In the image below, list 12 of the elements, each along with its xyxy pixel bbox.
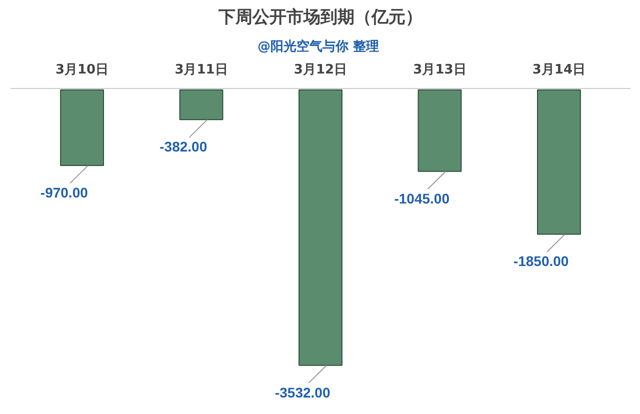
x-tick-label: 3月14日 <box>532 62 586 78</box>
x-tick-label: 3月10日 <box>55 62 109 78</box>
data-label: -382.00 <box>160 138 208 155</box>
x-tick-label: 3月11日 <box>174 62 228 78</box>
x-tick-label: 3月12日 <box>294 62 348 78</box>
chart-subtitle: @阳光空气与你 整理 <box>257 38 380 54</box>
data-label: -1850.00 <box>513 253 569 270</box>
data-label: -970.00 <box>40 184 88 201</box>
x-tick-label: 3月13日 <box>413 62 466 78</box>
chart-title: 下周公开市场到期（亿元） <box>218 8 422 28</box>
data-label: -1045.00 <box>394 190 450 206</box>
data-label: -3532.00 <box>274 384 330 400</box>
